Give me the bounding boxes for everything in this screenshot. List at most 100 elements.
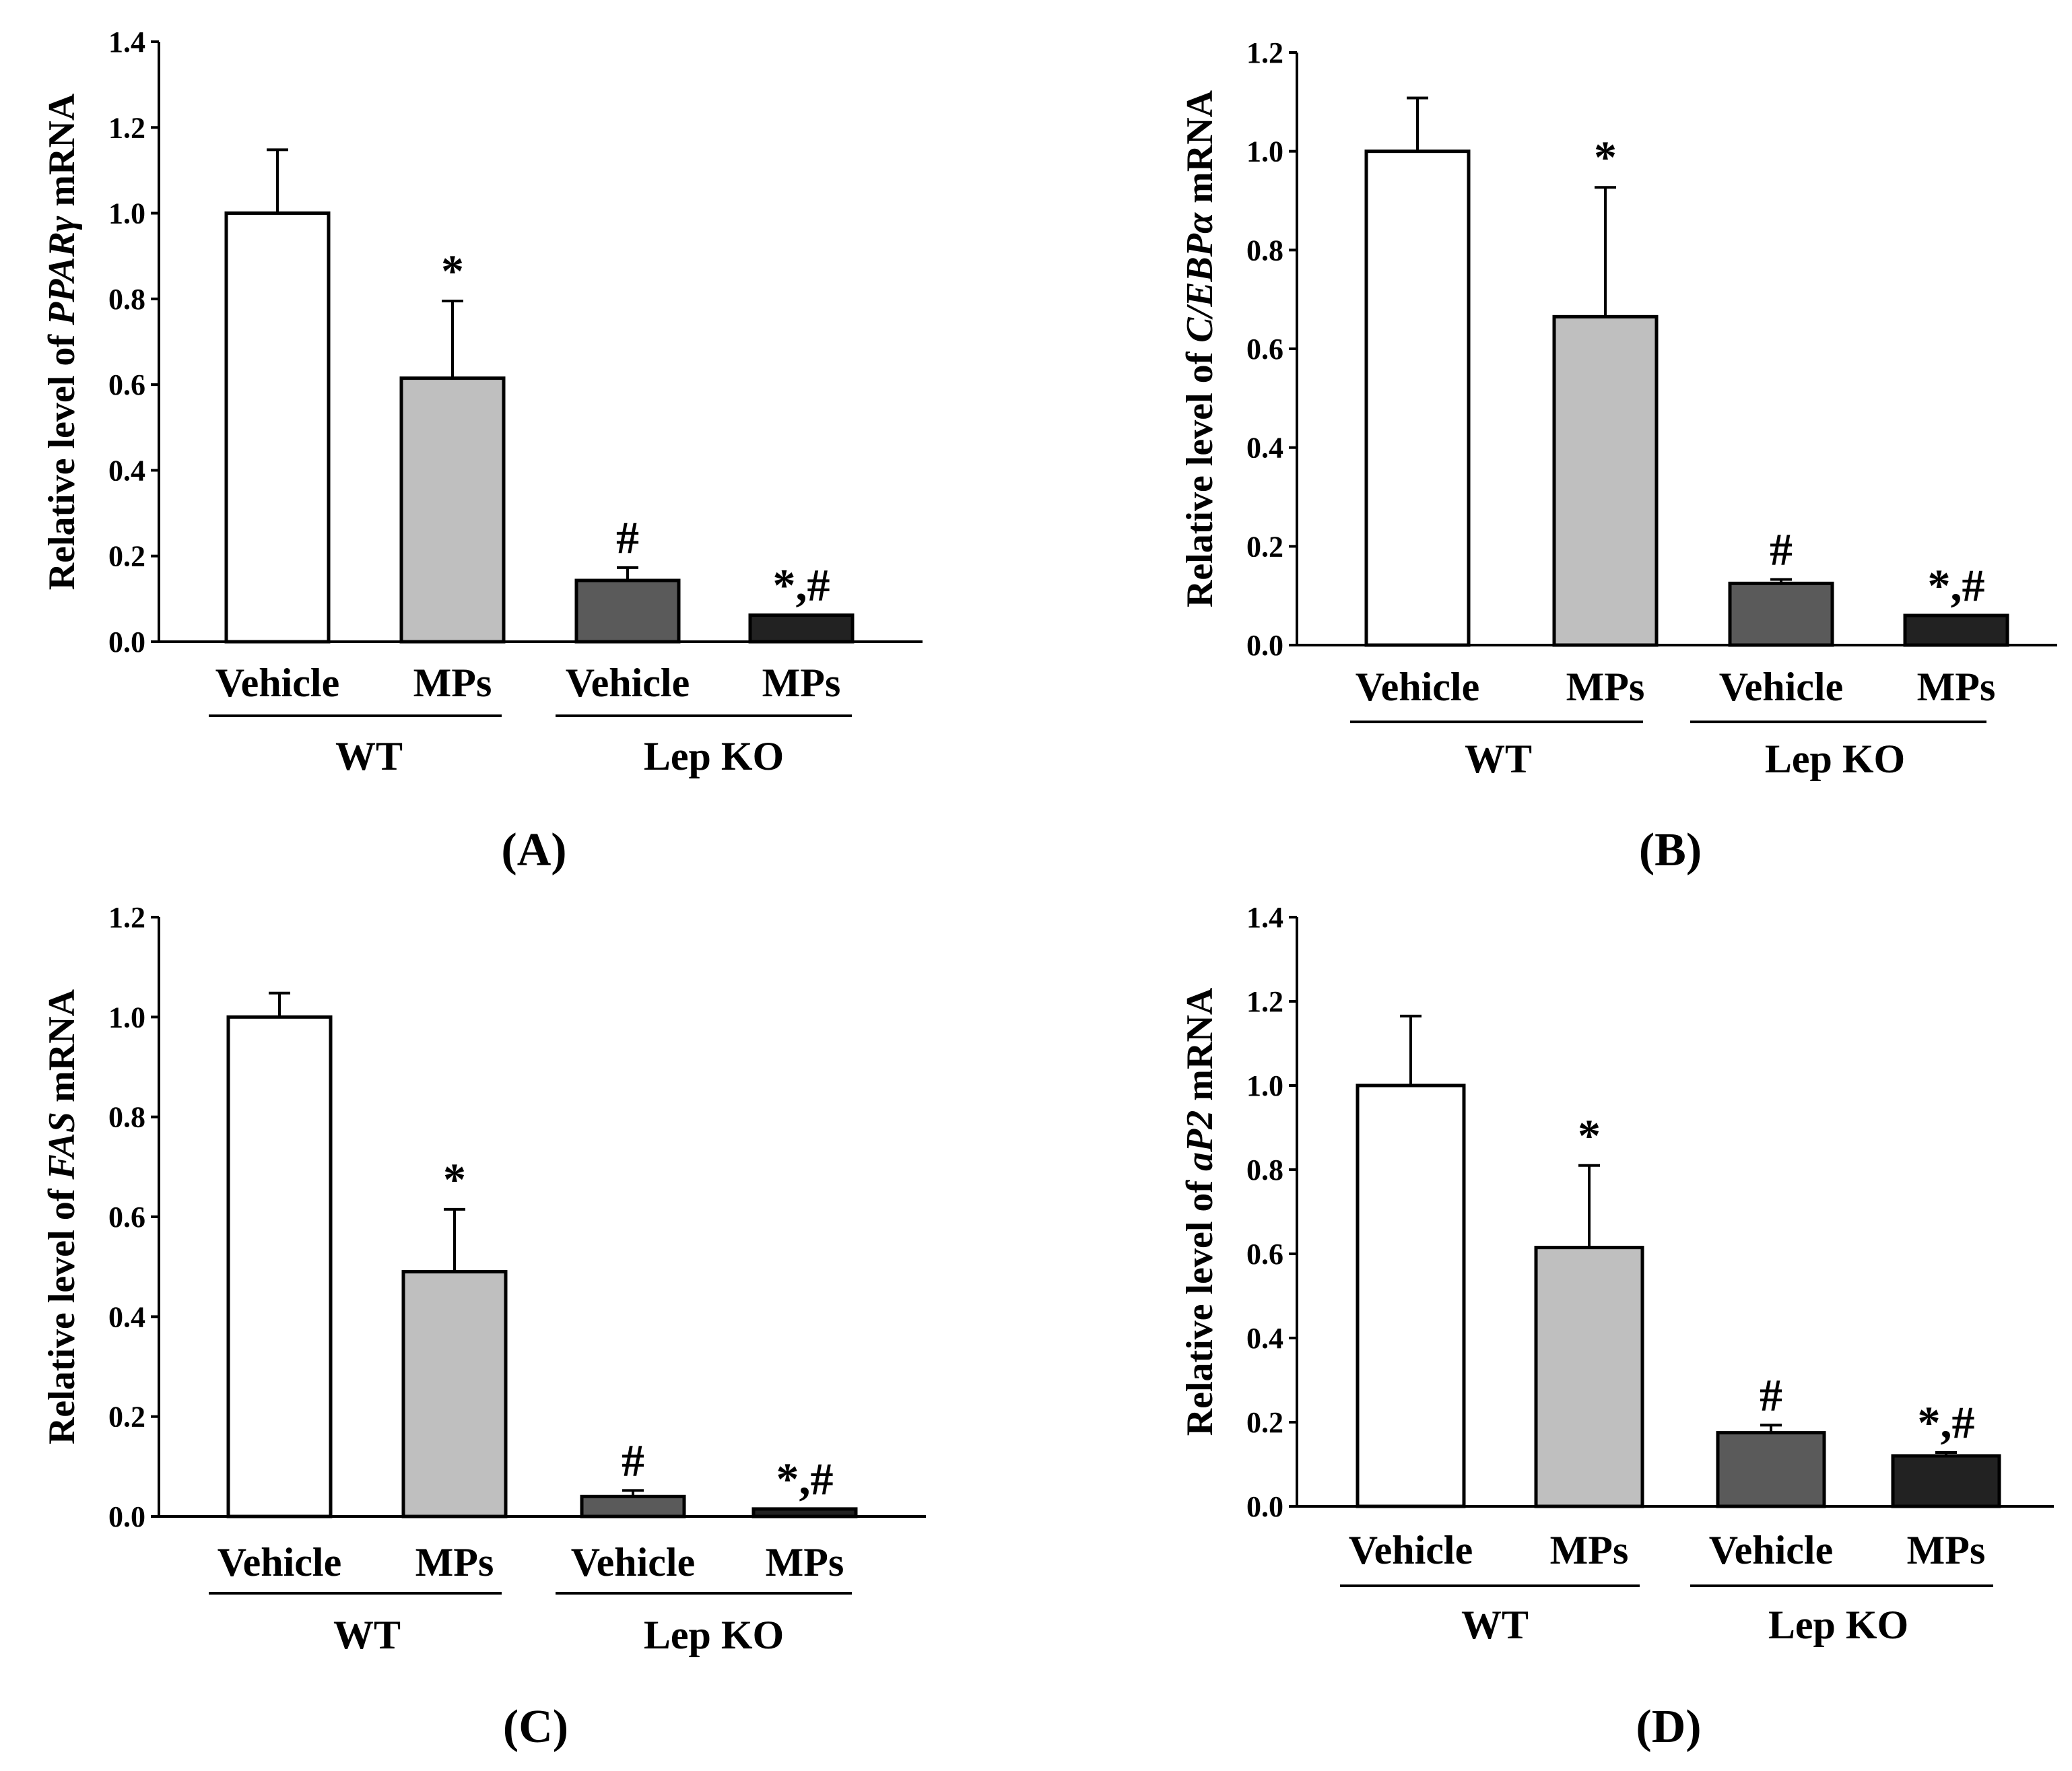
bar <box>574 578 681 644</box>
y-axis-label-suffix: mRNA <box>41 93 83 216</box>
y-tick-label: 1.2 <box>1246 36 1283 69</box>
group-label: Lep KO <box>1768 1603 1908 1647</box>
y-tick-label: 0.2 <box>1246 530 1283 563</box>
significance-marker: *,# <box>776 1453 834 1504</box>
y-axis-label: Relative level of C/EBPα mRNA <box>1179 90 1221 607</box>
y-tick-label: 0.4 <box>1246 432 1283 465</box>
y-tick-label: 1.0 <box>108 197 145 230</box>
y-axis-label-gene: PPARγ <box>41 215 83 326</box>
y-tick-label: 0.6 <box>108 368 145 401</box>
bar <box>226 1015 333 1518</box>
group-label: WT <box>335 734 403 778</box>
bar <box>1728 581 1834 647</box>
significance-marker: *,# <box>1928 560 1985 611</box>
panel-b: 0.0 0.2 0.4 0.6 0.8 1.0 1.2 Relative level of C… <box>1179 36 2057 876</box>
y-tick-label: 0.6 <box>1246 1238 1283 1271</box>
y-tick-label: 0.8 <box>1246 234 1283 267</box>
y-tick-label: 0.8 <box>108 1101 145 1134</box>
category-label: Vehicle <box>1709 1528 1833 1572</box>
bar <box>1891 1454 2001 1508</box>
y-tick-label: 0.8 <box>108 283 145 316</box>
bar <box>1716 1431 1826 1508</box>
significance-marker: * <box>443 1154 466 1205</box>
category-label: MPs <box>766 1540 844 1584</box>
y-tick-label: 1.2 <box>108 111 145 144</box>
panel-a: 0.0 0.2 0.4 0.6 0.8 1.0 1.2 1.4 Relative level o… <box>41 26 923 876</box>
y-axis-label: Relative level of FAS mRNA <box>41 989 83 1444</box>
y-tick-label: 0.4 <box>1246 1322 1283 1355</box>
y-tick-label: 0.0 <box>108 626 145 659</box>
group-label: Lep KO <box>644 1613 784 1657</box>
y-axis-label: Relative level of aP2 mRNA <box>1179 987 1221 1436</box>
bar <box>399 376 506 644</box>
category-label: MPs <box>1566 665 1645 709</box>
panel-d: 0.0 0.2 0.4 0.6 0.8 1.0 1.2 1.4 Relative level o… <box>1179 901 2054 1753</box>
category-label: MPs <box>1550 1528 1629 1572</box>
category-label: MPs <box>415 1540 494 1584</box>
panel-label-open: ( <box>1639 824 1655 876</box>
significance-marker: # <box>1770 523 1793 574</box>
group-label: Lep KO <box>1765 737 1905 781</box>
group-label: WT <box>1461 1603 1529 1647</box>
y-tick-label: 1.0 <box>1246 1069 1283 1102</box>
group-label: Lep KO <box>644 734 784 778</box>
bar <box>748 613 855 644</box>
y-tick-label: 1.2 <box>1246 985 1283 1018</box>
category-label: Vehicle <box>1349 1528 1473 1572</box>
panel-label-letter: A <box>517 824 552 876</box>
panel-label: (A) <box>501 824 566 876</box>
category-label: MPs <box>1917 665 1996 709</box>
category-label: Vehicle <box>218 1540 341 1584</box>
y-tick-label: 0.2 <box>108 1401 145 1434</box>
category-label: Vehicle <box>571 1540 695 1584</box>
bar <box>1903 613 2009 647</box>
group-label: WT <box>333 1613 401 1657</box>
y-axis-label-suffix: mRNA <box>41 989 83 1112</box>
significance-marker: * <box>1578 1110 1601 1161</box>
y-axis-label-gene: aP2 <box>1179 1110 1221 1171</box>
y-axis-label-prefix: Relative level of <box>41 325 83 590</box>
category-label: MPs <box>762 661 841 705</box>
y-axis-label-prefix: Relative level of <box>41 1180 83 1444</box>
y-tick-label: 1.4 <box>108 26 145 59</box>
panel-label-close: ) <box>553 1701 568 1753</box>
bar <box>1356 1083 1466 1508</box>
significance-marker: # <box>622 1434 644 1485</box>
bar <box>401 1270 508 1518</box>
category-label: Vehicle <box>566 661 690 705</box>
bar <box>751 1507 858 1518</box>
y-tick-label: 0.8 <box>1246 1154 1283 1187</box>
y-tick-label: 1.2 <box>108 901 145 934</box>
y-tick-label: 0.4 <box>108 1300 145 1333</box>
panel-label-open: ( <box>1636 1701 1651 1753</box>
y-tick-label: 0.0 <box>1246 629 1283 662</box>
bar <box>224 211 331 644</box>
panel-label: (C) <box>503 1701 568 1753</box>
y-axis-label-gene: FAS <box>41 1112 83 1180</box>
significance-marker: # <box>1760 1369 1782 1420</box>
y-tick-label: 0.4 <box>108 454 145 487</box>
y-tick-label: 1.0 <box>108 1001 145 1034</box>
panel-label: (B) <box>1639 824 1702 876</box>
y-axis-label: Relative level of PPARγ mRNA <box>41 93 83 590</box>
panel-label-close: ) <box>1686 824 1702 876</box>
panel-label-letter: D <box>1652 1701 1686 1753</box>
bar <box>580 1494 686 1518</box>
group-label: WT <box>1465 737 1532 781</box>
y-tick-label: 1.0 <box>1246 135 1283 168</box>
y-tick-label: 0.6 <box>1246 333 1283 366</box>
panel-c: 0.0 0.2 0.4 0.6 0.8 1.0 1.2 Relative level of F… <box>41 901 926 1753</box>
category-label: Vehicle <box>1356 665 1479 709</box>
panel-label-open: ( <box>503 1701 519 1753</box>
significance-marker: *,# <box>1918 1397 1975 1448</box>
panel-label-letter: C <box>519 1701 553 1753</box>
significance-marker: * <box>441 245 464 296</box>
y-axis-label-suffix: mRNA <box>1179 987 1221 1110</box>
category-label: MPs <box>413 661 492 705</box>
category-label: Vehicle <box>215 661 339 705</box>
significance-marker: # <box>616 512 639 563</box>
bar <box>1364 149 1471 647</box>
panel-label-letter: B <box>1655 824 1686 876</box>
